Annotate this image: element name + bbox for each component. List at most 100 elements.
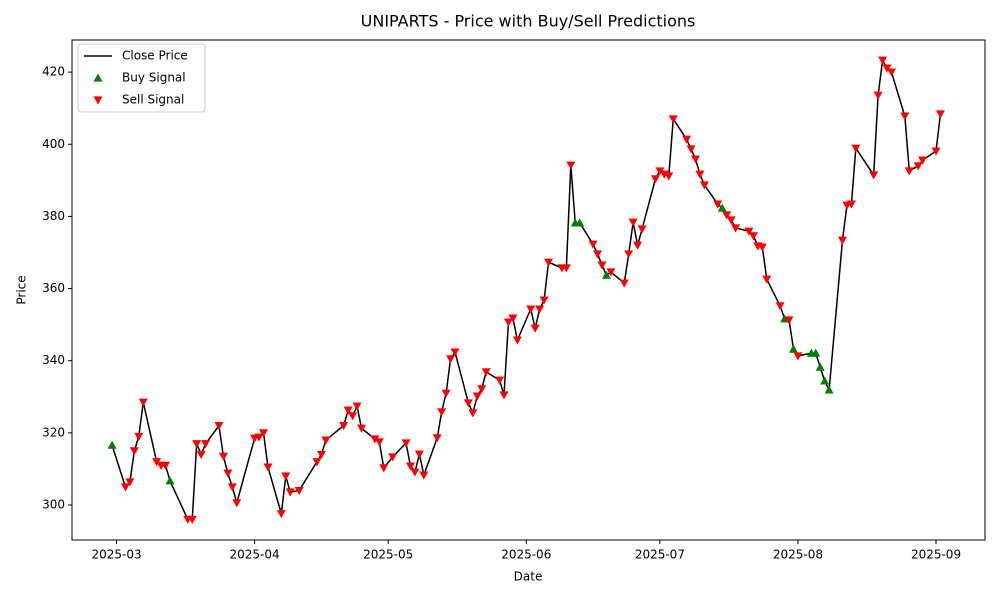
sell-signal <box>379 464 389 473</box>
sell-signal <box>851 144 861 153</box>
sell-signal <box>218 452 228 461</box>
sell-signal <box>508 314 518 323</box>
buy-signal <box>811 348 821 357</box>
x-tick-label: 2025-04 <box>230 548 280 562</box>
sell-signal <box>544 258 554 267</box>
sell-signal <box>472 392 482 401</box>
sell-signal <box>691 155 701 164</box>
sell-signal <box>152 458 162 467</box>
sell-signal <box>869 171 879 180</box>
y-tick-label: 380 <box>42 209 65 223</box>
sell-signal <box>593 250 603 259</box>
legend-label: Close Price <box>122 49 188 63</box>
sell-signal <box>918 156 928 165</box>
sell-signal <box>628 218 638 227</box>
sell-signal <box>904 167 914 176</box>
sell-signal <box>481 368 491 377</box>
sell-signal <box>931 147 941 156</box>
sell-signal <box>775 302 785 311</box>
x-tick-label: 2025-05 <box>363 548 413 562</box>
sell-signal <box>294 486 304 496</box>
sell-signal <box>232 499 242 508</box>
sell-signal <box>321 436 331 445</box>
y-tick-label: 340 <box>42 353 65 367</box>
sell-signal <box>259 429 269 438</box>
sell-signal <box>285 488 295 497</box>
sell-signal <box>588 240 598 249</box>
buy-signal <box>820 376 830 385</box>
sell-signal <box>405 462 415 471</box>
sell-signal <box>450 348 460 357</box>
plot-frame <box>71 39 986 541</box>
x-tick-label: 2025-09 <box>911 548 961 562</box>
sell-signal <box>227 483 237 492</box>
sell-signal <box>374 438 384 447</box>
sell-signal <box>566 161 576 170</box>
sell-signal <box>606 268 616 277</box>
sell-signal <box>134 432 144 441</box>
sell-signal <box>722 211 732 220</box>
sell-signal <box>446 355 456 364</box>
legend-marker <box>93 73 103 82</box>
sell-signal <box>161 461 171 470</box>
sell-signal <box>664 172 674 181</box>
sell-signal <box>619 279 629 288</box>
buy-signal <box>107 440 117 449</box>
sell-signal <box>530 324 540 333</box>
sell-signal <box>196 450 206 460</box>
sell-signal <box>120 483 130 492</box>
sell-signal <box>713 200 723 209</box>
sell-signal <box>441 389 451 398</box>
sell-signal <box>784 316 794 325</box>
buy-signal <box>601 270 611 279</box>
y-tick-label: 360 <box>42 281 65 295</box>
sell-signal <box>432 434 442 443</box>
sell-signal <box>686 145 696 154</box>
sell-signal <box>682 135 692 144</box>
sell-signal <box>254 433 264 442</box>
sell-signal <box>414 450 424 459</box>
legend-label: Sell Signal <box>122 93 184 107</box>
sell-signal <box>356 424 366 433</box>
buy-signal <box>717 203 727 212</box>
sell-signal <box>348 412 358 421</box>
sell-signal <box>539 296 549 305</box>
sell-signal <box>201 440 211 449</box>
sell-signal <box>503 318 513 327</box>
sell-signal <box>214 422 224 431</box>
x-tick-label: 2025-06 <box>501 548 551 562</box>
sell-signal <box>900 112 910 121</box>
sell-signal <box>477 385 487 394</box>
sell-signal <box>655 167 665 176</box>
y-axis-label: Price <box>15 275 29 304</box>
sell-signal <box>138 398 148 407</box>
chart-title: UNIPARTS - Price with Buy/Sell Predictio… <box>361 12 696 31</box>
sell-signal <box>597 261 607 270</box>
sell-signal <box>410 468 420 477</box>
sell-signal <box>129 447 139 456</box>
sell-signal <box>695 170 705 179</box>
legend-label: Buy Signal <box>122 71 186 85</box>
sell-signal <box>263 463 273 472</box>
sell-signal <box>762 275 772 284</box>
sell-signal <box>878 56 888 65</box>
sell-signal <box>281 472 291 481</box>
x-tick-label: 2025-07 <box>635 548 685 562</box>
sell-signal <box>192 440 202 449</box>
sell-signal <box>935 110 945 119</box>
y-tick-label: 420 <box>42 65 65 79</box>
sell-signal <box>535 305 545 314</box>
sell-signal <box>650 175 660 184</box>
sell-signal <box>463 399 473 408</box>
sell-signal <box>757 243 767 252</box>
sell-signal <box>526 305 536 314</box>
legend-box <box>77 43 206 113</box>
sell-signal <box>339 422 349 431</box>
legend-marker <box>93 96 103 105</box>
sell-signal <box>125 478 135 487</box>
sell-signal <box>468 409 478 418</box>
buy-signal <box>824 385 834 394</box>
sell-signal <box>343 406 353 415</box>
sell-signal <box>352 402 362 411</box>
